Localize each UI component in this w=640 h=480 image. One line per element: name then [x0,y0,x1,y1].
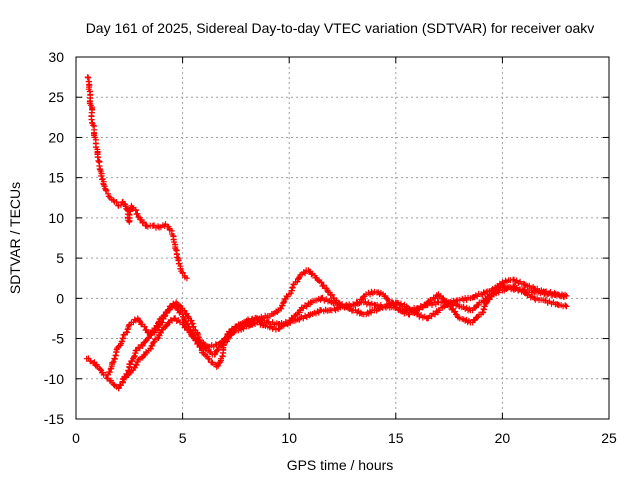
x-tick-label: 15 [388,430,404,446]
y-tick-label: 5 [56,250,64,266]
x-tick-label: 20 [495,430,511,446]
series-markers [84,74,190,282]
series-markers [119,283,570,382]
y-tick-label: 15 [48,170,64,186]
y-tick-label: -10 [44,371,64,387]
series-arc-1 [84,74,190,282]
x-tick-labels: 0 5 10 15 20 25 [72,430,617,446]
series-markers [105,267,568,378]
series-arc-3 [105,267,568,378]
x-tick-label: 25 [601,430,617,446]
y-tick-label: 25 [48,89,64,105]
y-axis-label: SDTVAR / TECUs [7,182,23,294]
data-points [83,74,570,392]
y-tick-label: 0 [56,290,64,306]
x-tick-label: 0 [72,430,80,446]
y-tick-labels: -15 -10 -5 0 5 10 15 20 25 30 [44,49,64,427]
x-tick-label: 10 [281,430,297,446]
x-tick-label: 5 [179,430,187,446]
y-tick-label: 20 [48,129,64,145]
axis-ticks [75,56,610,420]
y-tick-label: 30 [48,49,64,65]
y-tick-label: -15 [44,411,64,427]
y-tick-label: -5 [52,331,65,347]
plot-frame [75,56,610,420]
x-axis-label: GPS time / hours [287,457,394,473]
chart-title: Day 161 of 2025, Sidereal Day-to-day VTE… [86,20,595,36]
series-arc-4 [119,283,570,382]
y-tick-label: 10 [48,210,64,226]
grid-lines [76,57,609,419]
